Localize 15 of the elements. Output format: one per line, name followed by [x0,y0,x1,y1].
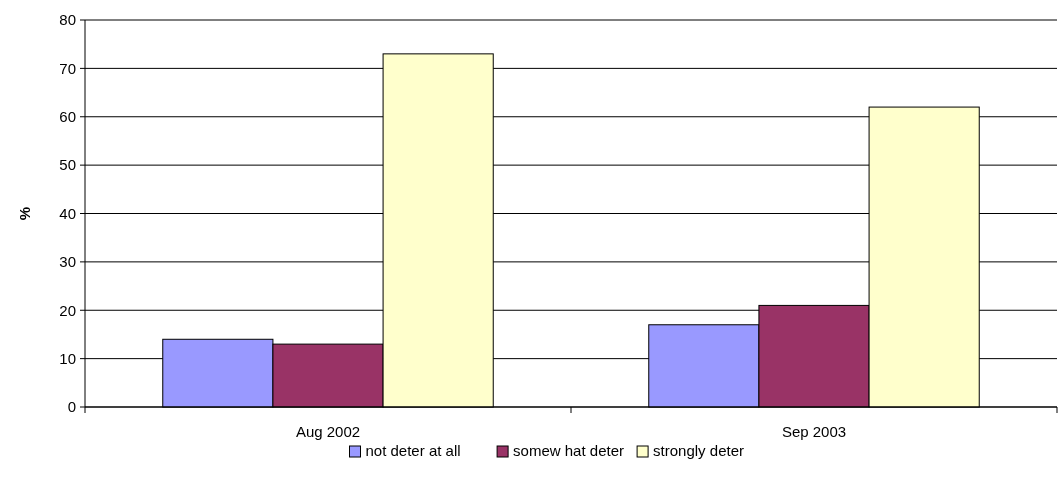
y-tick-label: 20 [59,301,76,319]
legend-label: not deter at all [365,442,461,459]
y-tick-label: 80 [59,11,76,29]
y-tick-label: 70 [59,59,76,77]
y-tick-label: 40 [59,204,76,222]
y-tick-label: 10 [59,349,76,367]
y-tick-label: 60 [59,108,76,125]
y-tick-label: 30 [59,253,76,271]
legend-label: somew hat deter [513,442,624,459]
x-tick-label: Sep 2003 [781,423,847,440]
y-tick-label: 50 [59,156,76,174]
legend-label: strongly deter [653,442,744,459]
y-axis-title: % [16,206,33,221]
x-tick-label: Aug 2002 [295,423,361,440]
y-tick-label: 0 [67,398,76,416]
